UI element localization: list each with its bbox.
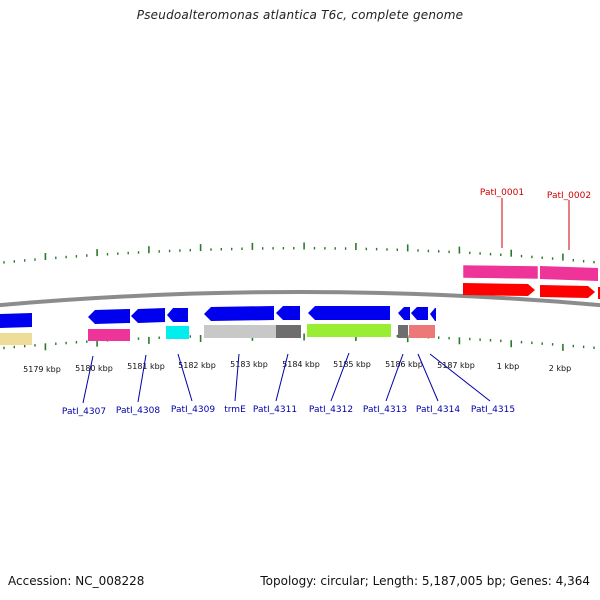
scale-label-5180: 5180 kbp	[75, 364, 113, 373]
gene-label-PatI_4313: PatI_4313	[363, 405, 407, 415]
cds-forward-PatI_0002	[540, 285, 595, 298]
gene-label-PatI_4308: PatI_4308	[116, 406, 160, 416]
yellow-feature-left	[0, 333, 32, 345]
salmon-feature-4314	[409, 325, 435, 338]
cds-forward-PatI_0001	[463, 283, 535, 296]
leader-PatI_4307	[82, 355, 94, 404]
reverse-gene-labels: PatI_4307 PatI_4308 PatI_4309 trmE PatI_…	[62, 352, 515, 417]
magenta-feature-0001	[462, 264, 539, 280]
cds-reverse-PatI_4307	[88, 309, 130, 324]
gene-label-PatI_4312: PatI_4312	[309, 405, 353, 415]
scale-label-5183: 5183 kbp	[230, 360, 268, 369]
scale-label-2kbp: 2 kbp	[549, 364, 571, 373]
gene-label-PatI_4307: PatI_4307	[62, 407, 106, 417]
cds-reverse-PatI_4311	[276, 306, 300, 320]
scale-label-5179: 5179 kbp	[23, 365, 61, 374]
gene-label-PatI_4314: PatI_4314	[416, 405, 460, 415]
forward-features	[462, 264, 600, 299]
genome-backbone	[0, 290, 600, 308]
scale-label-5182: 5182 kbp	[178, 361, 216, 370]
cds-reverse-PatI_4312	[308, 306, 390, 320]
magenta-feature-0002	[540, 266, 598, 281]
genome-summary-text: Topology: circular; Length: 5,187,005 bp…	[260, 574, 590, 588]
cds-reverse-trmE	[204, 306, 274, 321]
cyan-feature-4309	[166, 326, 189, 339]
scale-label-5185: 5185 kbp	[333, 360, 371, 369]
reverse-features	[0, 306, 436, 345]
cds-reverse-left-partial	[0, 313, 32, 328]
cds-reverse-PatI_4308	[131, 308, 165, 323]
cds-reverse-PatI_4309	[167, 308, 188, 322]
cds-reverse-PatI_4314	[411, 307, 428, 320]
leader-PatI_4315	[429, 353, 491, 402]
scale-label-5186: 5186 kbp	[385, 360, 423, 369]
scale-label-5187: 5187 kbp	[437, 361, 475, 370]
gene-label-PatI_0001: PatI_0001	[480, 188, 524, 198]
leader-PatI_4309	[177, 353, 193, 402]
forward-gene-labels: PatI_0001 PatI_0002	[480, 188, 591, 250]
magenta-feature-4307	[88, 329, 130, 341]
cds-reverse-PatI_4313	[398, 307, 410, 320]
dark-gray-feature-4311	[276, 325, 301, 338]
gene-label-trmE: trmE	[224, 405, 246, 415]
scale-labels: 5179 kbp 5180 kbp 5181 kbp 5182 kbp 5183…	[23, 360, 571, 374]
leader-PatI_4311	[275, 353, 289, 402]
gene-label-PatI_0002: PatI_0002	[547, 191, 591, 201]
accession-text: Accession: NC_008228	[8, 574, 145, 588]
upper-tick-track	[3, 242, 595, 264]
cds-reverse-PatI_4315	[430, 308, 436, 321]
map-title: Pseudoalteromonas atlantica T6c, complet…	[136, 8, 464, 22]
lime-feature-4312	[307, 324, 391, 337]
leader-PatI_4312	[330, 352, 350, 402]
leader-trmE	[234, 353, 240, 402]
dark-gray-feature-4313	[398, 325, 408, 338]
scale-label-1kbp: 1 kbp	[497, 362, 519, 371]
gene-label-PatI_4315: PatI_4315	[471, 405, 515, 415]
gene-label-PatI_4311: PatI_4311	[253, 405, 297, 415]
leader-PatI_4314	[417, 353, 439, 402]
gene-label-PatI_4309: PatI_4309	[171, 405, 215, 415]
scale-label-5184: 5184 kbp	[282, 360, 320, 369]
gray-feature-trmE	[204, 325, 276, 338]
leader-PatI_4308	[137, 354, 147, 403]
scale-label-5181: 5181 kbp	[127, 362, 165, 371]
cds-forward-partial	[598, 287, 600, 299]
leader-PatI_4313	[385, 353, 404, 402]
